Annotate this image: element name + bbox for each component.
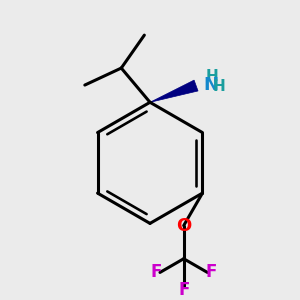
Text: H: H — [213, 79, 226, 94]
Polygon shape — [150, 80, 198, 102]
Text: O: O — [176, 217, 191, 235]
Text: H: H — [206, 69, 219, 84]
Text: F: F — [205, 263, 217, 281]
Text: F: F — [178, 280, 189, 298]
Text: F: F — [151, 263, 162, 281]
Text: N: N — [204, 76, 219, 94]
